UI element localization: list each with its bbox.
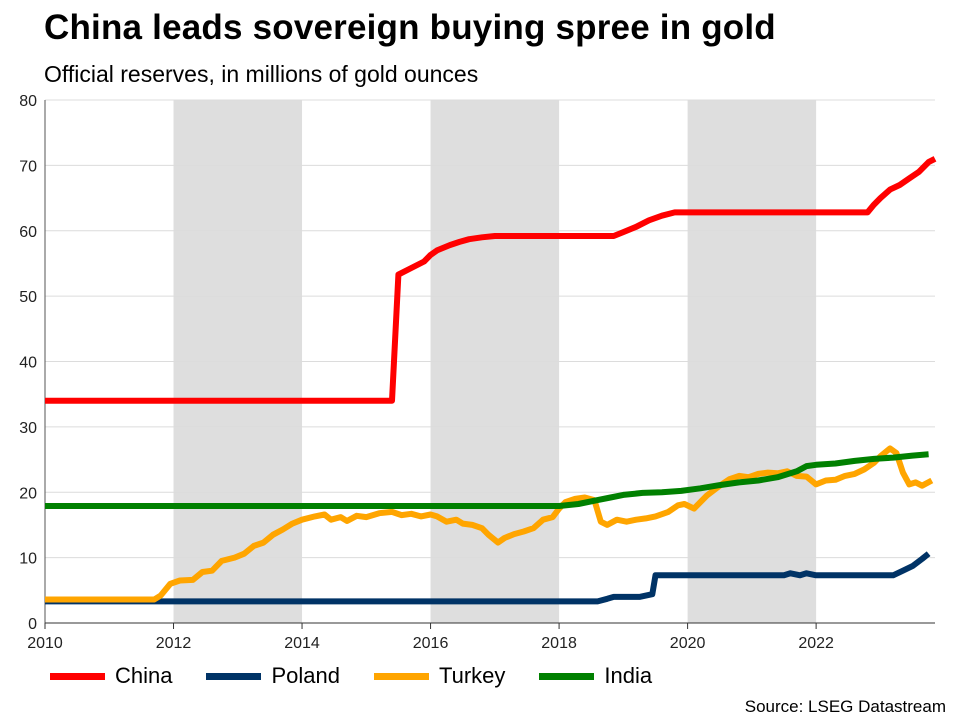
x-tick-label-5: 2020 [670,635,706,652]
x-tick-label-2: 2014 [284,635,320,652]
legend-item-turkey: Turkey [374,663,505,689]
series-line-turkey [45,445,934,603]
series-line-india [45,451,929,509]
legend-item-china: China [50,663,172,689]
y-tick-label-1: 10 [19,551,37,568]
legend-label-turkey: Turkey [439,663,506,688]
legend-swatch-china [50,672,105,680]
series-line-china [45,156,937,404]
series-line-poland [45,551,931,605]
x-tick-label-4: 2018 [541,635,577,652]
legend-swatch-india [539,672,595,680]
x-tick-label-1: 2012 [156,635,192,652]
legend-item-india: India [539,663,652,689]
y-tick-label-3: 30 [19,420,37,437]
y-tick-label-0: 0 [28,616,37,633]
y-tick-label-4: 40 [19,355,37,372]
chart-title: China leads sovereign buying spree in go… [44,8,776,47]
y-tick-label-2: 20 [19,485,37,502]
legend-swatch-poland [206,672,262,680]
y-tick-label-6: 60 [19,224,37,241]
y-tick-label-5: 50 [19,289,37,306]
chart-subtitle: Official reserves, in millions of gold o… [44,61,479,87]
legend-swatch-turkey [374,672,429,680]
y-tick-label-8: 80 [19,93,37,110]
legend-label-india: India [604,663,653,688]
legend-label-china: China [115,663,173,688]
x-tick-label-0: 2010 [27,635,63,652]
legend-item-poland: Poland [206,663,340,689]
y-tick-label-7: 70 [19,158,37,175]
x-tick-label-3: 2016 [413,635,449,652]
legend-label-poland: Poland [271,663,340,688]
x-tick-label-6: 2022 [798,635,834,652]
legend: China Poland Turkey India [50,663,686,689]
source-note: Source: LSEG Datastream [744,697,946,716]
